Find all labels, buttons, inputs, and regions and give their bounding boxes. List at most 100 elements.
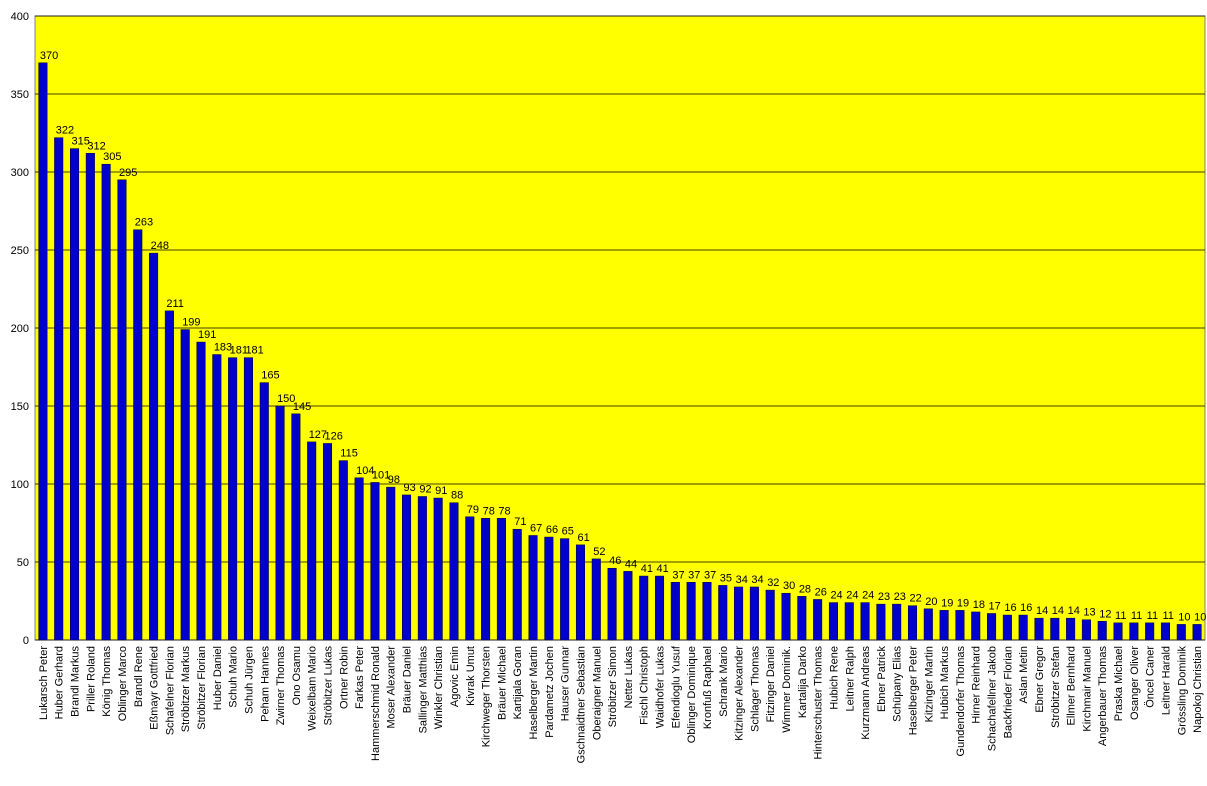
x-tick-label: Bräuer Daniel <box>402 646 414 713</box>
value-label: 79 <box>467 504 479 516</box>
bar <box>702 582 712 641</box>
x-tick-label: Hubich Rene <box>828 646 840 710</box>
value-label: 248 <box>151 240 169 252</box>
value-label: 61 <box>577 532 589 544</box>
bar <box>307 441 317 641</box>
x-tick-label: Kitzinger Martin <box>923 646 935 722</box>
x-tick-label: Schuh Jürgen <box>243 646 255 714</box>
value-label: 13 <box>1083 607 1095 619</box>
bar <box>528 535 538 641</box>
bar <box>560 538 570 641</box>
x-tick-label: Hirner Reinhard <box>971 646 983 724</box>
bar <box>718 585 728 641</box>
x-tick-label: Ströbitzer Stefan <box>1050 646 1062 728</box>
x-tick-label: Hinterschuster Thomas <box>813 646 825 760</box>
bar <box>575 544 585 641</box>
x-tick-label: Napokoj Christian <box>1192 646 1204 733</box>
bar <box>749 586 759 641</box>
value-label: 18 <box>973 599 985 611</box>
bar <box>1192 624 1202 641</box>
bar <box>1097 621 1107 641</box>
bar <box>955 610 965 641</box>
value-label: 37 <box>688 569 700 581</box>
x-tick-label: Fitzinger Daniel <box>765 646 777 722</box>
x-tick-label: Lukarsch Peter <box>38 646 50 720</box>
x-tick-label: Schlager Thomas <box>749 646 761 733</box>
x-tick-label: Ströbitzer Simon <box>607 646 619 727</box>
value-label: 181 <box>245 345 263 357</box>
bar <box>939 610 949 641</box>
x-tick-label: Leitner Harald <box>1160 646 1172 715</box>
bar <box>496 518 506 641</box>
x-tick-label: Huber Gerhard <box>54 646 66 719</box>
value-label: 315 <box>72 136 90 148</box>
bar <box>639 575 649 641</box>
bar <box>512 528 522 641</box>
value-label: 44 <box>625 558 637 570</box>
bar <box>923 608 933 641</box>
value-label: 14 <box>1052 605 1064 617</box>
x-tick-label: Sallinger Matthias <box>417 646 429 734</box>
value-label: 37 <box>672 569 684 581</box>
x-tick-label: Hammerschmid Ronald <box>370 646 382 761</box>
x-tick-label: Ono Osamu <box>291 646 303 705</box>
x-tick-label: Angerbauer Thomas <box>1097 646 1109 747</box>
x-tick-label: Schuh Mario <box>228 646 240 708</box>
value-label: 46 <box>609 555 621 567</box>
x-tick-label: Oblinger Marco <box>117 646 129 721</box>
bar <box>386 486 396 641</box>
x-tick-label: Oblinger Dominique <box>686 646 698 743</box>
bar <box>1176 624 1186 641</box>
bar <box>417 496 427 641</box>
x-tick-label: König Thomas <box>101 646 113 717</box>
value-label: 305 <box>103 151 121 163</box>
bar <box>1034 617 1044 641</box>
value-label: 181 <box>230 345 248 357</box>
y-tick-label: 150 <box>11 401 29 413</box>
y-tick-label: 350 <box>11 89 29 101</box>
x-tick-label: Aslan Metin <box>1018 646 1030 703</box>
value-label: 183 <box>214 342 232 354</box>
x-tick-label: Peham Hannes <box>259 646 271 722</box>
value-label: 14 <box>1036 605 1048 617</box>
bar <box>133 229 143 641</box>
bar <box>1050 617 1060 641</box>
x-tick-label: Hauser Gunnar <box>560 646 572 722</box>
value-label: 104 <box>356 465 374 477</box>
bar <box>433 497 443 641</box>
value-label: 20 <box>925 596 937 608</box>
value-label: 16 <box>1004 602 1016 614</box>
x-tick-label: Gundendorfer Thomas <box>955 646 967 757</box>
value-label: 150 <box>277 393 295 405</box>
value-label: 24 <box>862 590 874 602</box>
bar <box>70 148 80 641</box>
x-tick-label: Praska Michael <box>1113 646 1125 721</box>
x-tick-label: Ströbitzer Florian <box>196 646 208 730</box>
value-label: 19 <box>941 597 953 609</box>
x-tick-label: Brandl Rene <box>133 646 145 707</box>
value-label: 11 <box>1115 610 1126 622</box>
x-tick-label: Pardametz Jochen <box>544 646 556 738</box>
x-tick-label: Kirchweger Thorsten <box>481 646 493 747</box>
bar <box>623 571 633 641</box>
value-label: 37 <box>704 569 716 581</box>
value-label: 263 <box>135 217 153 229</box>
bar <box>544 536 554 641</box>
value-label: 88 <box>451 490 463 502</box>
y-tick-label: 50 <box>17 557 29 569</box>
bar <box>38 62 48 641</box>
value-label: 322 <box>56 125 74 137</box>
bar <box>101 163 111 641</box>
x-tick-label: Gschnaidtner Sebastian <box>575 646 587 763</box>
bar <box>275 405 285 641</box>
y-tick-label: 100 <box>11 479 29 491</box>
y-tick-label: 300 <box>11 167 29 179</box>
x-tick-label: Kurzmann Andreas <box>860 646 872 740</box>
bar <box>686 582 696 641</box>
value-label: 24 <box>846 590 858 602</box>
bar <box>243 357 253 641</box>
x-tick-label: Kronfuß Raphael <box>702 646 714 729</box>
value-label: 11 <box>1147 610 1158 622</box>
bar <box>876 603 886 641</box>
y-tick-label: 400 <box>11 11 29 23</box>
